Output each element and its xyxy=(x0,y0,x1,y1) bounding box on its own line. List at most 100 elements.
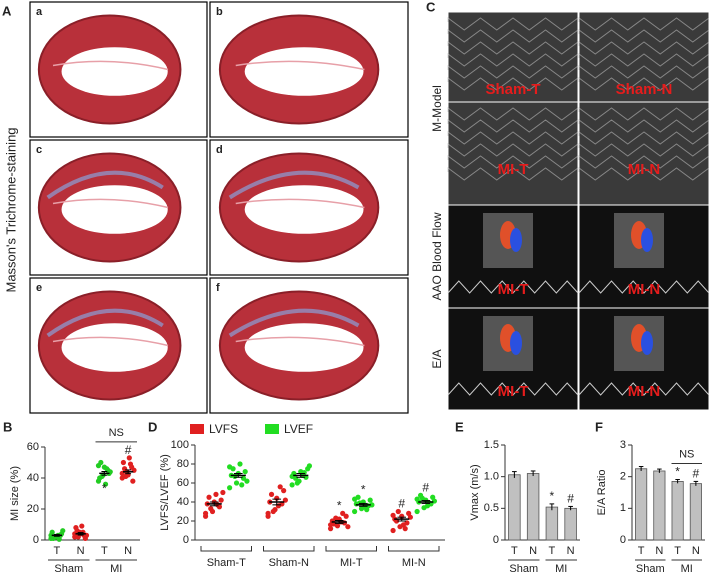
doppler-trace xyxy=(447,280,579,294)
data-point xyxy=(301,469,307,476)
x-tick-label: N xyxy=(77,545,85,557)
data-point xyxy=(281,488,287,494)
bar xyxy=(564,507,577,541)
x-group-label: MI xyxy=(110,563,122,575)
tissue-fiber xyxy=(52,60,169,71)
data-point xyxy=(364,507,370,513)
echo-trace xyxy=(578,107,709,121)
data-point xyxy=(352,496,358,502)
data-point xyxy=(244,478,250,484)
data-point xyxy=(56,536,62,542)
image-label: f xyxy=(216,282,220,294)
data-point xyxy=(340,510,346,516)
echo-trace xyxy=(578,155,709,169)
significance: * xyxy=(361,482,366,496)
data-point xyxy=(333,515,339,521)
y-tick-label: 1.0 xyxy=(484,471,499,483)
bar xyxy=(526,473,540,541)
data-point xyxy=(367,497,373,503)
bar xyxy=(689,483,702,541)
data-point xyxy=(352,508,358,515)
x-tick-label: N xyxy=(529,545,537,557)
x-tick-label: T xyxy=(101,545,108,557)
y-tick-label: 1 xyxy=(620,502,626,514)
image-label: b xyxy=(216,6,223,18)
y-tick-label: 60 xyxy=(27,441,39,453)
data-point xyxy=(48,532,54,538)
x-group-label: MI-N xyxy=(402,557,426,569)
tissue-fiber xyxy=(52,198,169,209)
data-point xyxy=(208,506,214,512)
fibrosis xyxy=(46,308,164,338)
echo-trace xyxy=(447,107,579,121)
tissue-cavity xyxy=(244,185,364,234)
x-tick-label: T xyxy=(54,545,61,557)
tissue-cavity xyxy=(61,185,168,234)
y-tick-label: 0 xyxy=(183,534,189,546)
echo-trace xyxy=(578,143,709,157)
data-point xyxy=(227,464,233,470)
data-point xyxy=(327,522,334,528)
panel-label: B xyxy=(3,419,12,434)
group-bracket xyxy=(388,546,440,552)
echo-trace xyxy=(578,131,709,145)
y-tick-label: 40 xyxy=(177,496,189,508)
x-tick-label: T xyxy=(638,545,645,557)
bar xyxy=(671,481,684,541)
data-point xyxy=(402,526,408,532)
echo-trace xyxy=(578,17,709,31)
echo-trace xyxy=(447,143,579,157)
echo-trace xyxy=(447,29,579,43)
data-point xyxy=(227,485,233,491)
data-point xyxy=(215,502,221,508)
y-tick-label: 1.5 xyxy=(484,439,499,451)
row-label: E/A xyxy=(430,349,444,368)
x-tick-label: T xyxy=(674,545,681,557)
y-axis-label: Vmax (m/s) xyxy=(469,464,481,520)
echo-trace xyxy=(578,65,709,79)
image-label: c xyxy=(36,144,42,156)
x-tick-label: T xyxy=(549,545,556,557)
data-point xyxy=(213,491,219,497)
doppler-trace xyxy=(447,382,579,396)
echo-trace xyxy=(578,167,709,181)
data-point xyxy=(127,461,134,467)
y-axis-label: MI size (%) xyxy=(9,466,21,521)
data-point xyxy=(126,455,132,461)
data-point xyxy=(289,473,295,479)
echo-image xyxy=(578,101,709,206)
data-point xyxy=(294,480,300,486)
y-tick-label: 3 xyxy=(620,439,626,451)
image-label: e xyxy=(36,282,42,294)
image-label: d xyxy=(216,144,223,156)
data-point xyxy=(99,473,105,480)
echo-label: MI-T xyxy=(498,383,529,400)
echo-label: Sham-N xyxy=(616,81,673,98)
data-point xyxy=(369,502,375,508)
panel-title: Masson's Trichrome-staining xyxy=(3,127,18,292)
echo-trace xyxy=(447,77,579,91)
y-tick-label: 0 xyxy=(620,534,626,546)
echo-trace xyxy=(447,131,579,145)
data-point xyxy=(289,482,295,488)
x-tick-label: N xyxy=(124,545,132,557)
data-point xyxy=(390,512,396,518)
flow xyxy=(641,331,653,355)
group-bracket xyxy=(325,546,377,552)
y-axis-label: LVFS/LVEF (%) xyxy=(159,454,171,531)
significance: # xyxy=(693,467,700,481)
x-group-label: Sham-N xyxy=(269,557,309,569)
data-point xyxy=(79,523,85,529)
tissue-fiber xyxy=(235,60,365,71)
data-point xyxy=(102,481,109,487)
legend-swatch xyxy=(265,424,279,434)
significance: * xyxy=(102,481,107,495)
y-tick-label: 80 xyxy=(177,458,189,470)
y-tick-label: 20 xyxy=(27,503,39,515)
x-tick-label: N xyxy=(567,545,575,557)
panel-label: E xyxy=(455,419,464,434)
tissue-cavity xyxy=(61,47,168,96)
echo-trace xyxy=(447,17,579,31)
echo-label: MI-N xyxy=(628,383,661,400)
